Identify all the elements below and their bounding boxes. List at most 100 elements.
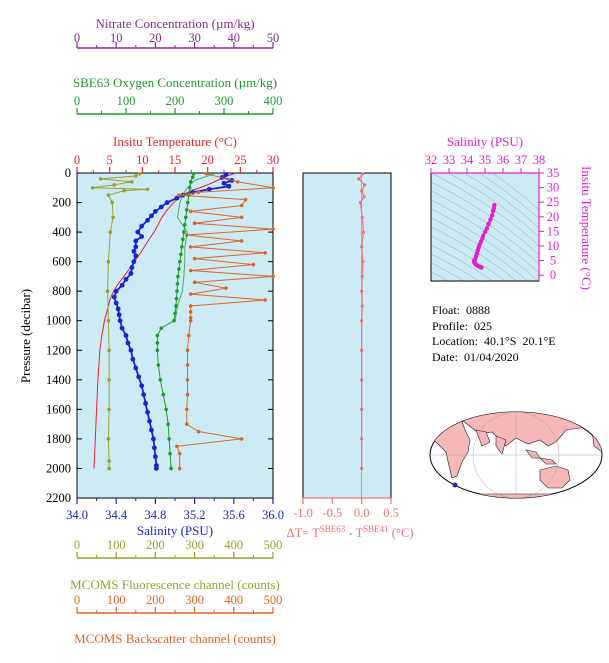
sbe63-oxygen-point bbox=[158, 378, 163, 382]
profile-panel-background bbox=[76, 172, 274, 499]
ts-temperature-tick-label: 35 bbox=[547, 166, 560, 180]
ts-temperature-tick-label: 10 bbox=[547, 239, 560, 253]
mcoms-backscatter-point bbox=[185, 378, 190, 382]
sbe63-oxygen-point bbox=[168, 451, 172, 456]
delta-t-point bbox=[360, 189, 364, 193]
pressure-tick-label: 0 bbox=[65, 166, 71, 180]
mcoms-fluorescence-point bbox=[112, 183, 117, 187]
delta-t-point bbox=[360, 378, 364, 382]
mcoms-fluorescence-point bbox=[107, 378, 111, 382]
ts-density-contour bbox=[463, 173, 539, 229]
sbe63-oxygen-point bbox=[164, 407, 168, 412]
salinity-point bbox=[206, 186, 212, 192]
mcoms-backscatter-point bbox=[239, 203, 244, 208]
world-map bbox=[429, 411, 603, 499]
pressure-tick-label: 2200 bbox=[46, 491, 71, 505]
oxygen-axis: SBE63 Oxygen Concentration (µm/kg) 0 100 2… bbox=[73, 75, 282, 115]
delta-t-panel: -1.0 -0.5 0.0 0.5 ΔT= TSBE63 - TSBE41 (°C) bbox=[287, 172, 413, 540]
pressure-axis-title: Pressure (decibar) bbox=[18, 289, 33, 383]
salinity-point bbox=[128, 347, 134, 353]
salinity-point bbox=[131, 248, 137, 254]
backscatter-tick-label: 400 bbox=[224, 593, 243, 607]
salinity-point bbox=[152, 445, 157, 451]
salinity-point bbox=[125, 340, 131, 346]
salinity-point bbox=[113, 300, 119, 306]
mcoms-backscatter-point bbox=[188, 292, 193, 296]
mcoms-fluorescence-point bbox=[106, 259, 111, 264]
mcoms-backscatter-point bbox=[271, 185, 275, 190]
ts-temperature-tick-label: 20 bbox=[547, 210, 560, 224]
delta-t-point bbox=[360, 437, 364, 441]
salinity-point bbox=[221, 180, 227, 186]
salinity-point bbox=[174, 195, 180, 201]
float-id-text: Float: 0888 bbox=[432, 303, 491, 317]
nitrate-tick-label: 20 bbox=[149, 31, 162, 45]
delta-t-point bbox=[360, 304, 364, 308]
sbe63-oxygen-point bbox=[179, 252, 183, 257]
mcoms-backscatter-point bbox=[196, 190, 201, 195]
salinity-tick-label: 34.8 bbox=[144, 508, 166, 522]
salinity-point bbox=[128, 271, 134, 276]
mcoms-fluorescence-point bbox=[130, 180, 134, 184]
delta-t-point bbox=[360, 215, 364, 219]
sbe63-oxygen-point bbox=[183, 215, 188, 220]
mcoms-backscatter-point bbox=[177, 466, 182, 471]
oxygen-tick-label: 0 bbox=[74, 94, 80, 108]
mcoms-backscatter-point bbox=[184, 422, 189, 426]
pressure-tick-label: 1200 bbox=[46, 343, 71, 357]
ts-density-contour bbox=[431, 217, 529, 281]
nitrate-axis-ticks: 0 10 20 30 40 50 bbox=[74, 31, 279, 48]
delta-t-axis-ticks: -1.0 -0.5 0.0 0.5 bbox=[293, 497, 399, 520]
mcoms-fluorescence-point bbox=[107, 407, 111, 412]
mcoms-backscatter-point bbox=[184, 407, 189, 412]
fluorescence-axis: 0 100 200 300 400 500 MCOMS Fluorescence chan… bbox=[70, 538, 282, 592]
sbe63-oxygen-point bbox=[155, 341, 160, 345]
ts-density-contour bbox=[431, 235, 506, 281]
ts-panel: Salinity (PSU) 32 33 34 35 36 37 3805101520253… bbox=[425, 134, 594, 290]
delta-t-tick-label: 0.5 bbox=[383, 506, 399, 520]
salinity-tick-label: 34.0 bbox=[66, 508, 88, 522]
fluorescence-tick-label: 400 bbox=[224, 538, 243, 552]
mcoms-fluorescence-point bbox=[105, 289, 110, 293]
salinity-point bbox=[135, 229, 141, 235]
salinity-point bbox=[133, 238, 139, 244]
mcoms-fluorescence-point bbox=[107, 348, 111, 353]
temperature-tick-label: 10 bbox=[136, 153, 149, 167]
delta-t-panel-background bbox=[302, 172, 392, 499]
delta-t-tick-label: -1.0 bbox=[293, 506, 313, 520]
ts-salinity-tick-label: 38 bbox=[533, 153, 546, 167]
salinity-tick-label: 35.2 bbox=[184, 508, 206, 522]
ts-profile-point bbox=[482, 229, 488, 235]
mcoms-fluorescence-point bbox=[145, 187, 150, 192]
nitrate-tick-label: 40 bbox=[228, 31, 241, 45]
mcoms-backscatter-point bbox=[188, 268, 193, 273]
salinity-point bbox=[139, 383, 145, 389]
delta-t-point bbox=[357, 177, 361, 181]
ts-profile-point bbox=[490, 208, 496, 214]
temperature-tick-label: 30 bbox=[267, 153, 280, 167]
ts-profile-point bbox=[479, 265, 484, 270]
delta-t-point bbox=[362, 195, 366, 199]
salinity-point bbox=[147, 418, 152, 424]
mcoms-fluorescence-point bbox=[134, 174, 138, 178]
mcoms-fluorescence-point bbox=[110, 200, 115, 205]
ts-density-contour bbox=[431, 173, 539, 247]
pressure-tick-label: 200 bbox=[52, 196, 71, 210]
salinity-point bbox=[149, 213, 154, 219]
mcoms-backscatter-point bbox=[263, 250, 267, 255]
mcoms-backscatter-point bbox=[185, 348, 190, 353]
ts-temperature-tick-label: 5 bbox=[550, 254, 556, 268]
salinity-point bbox=[130, 356, 136, 362]
salinity-point bbox=[151, 436, 156, 442]
sbe63-oxygen-point bbox=[181, 237, 185, 242]
delta-t-point bbox=[358, 200, 363, 205]
ts-salinity-tick-label: 34 bbox=[461, 153, 474, 167]
ts-series-group bbox=[472, 202, 497, 270]
mcoms-backscatter-point bbox=[185, 363, 190, 367]
delta-t-point bbox=[360, 319, 364, 323]
insitu-temperature-line bbox=[93, 173, 234, 469]
sbe63-oxygen-raw-line bbox=[174, 173, 215, 321]
ts-profile-point bbox=[486, 221, 491, 227]
ts-density-contour bbox=[431, 244, 494, 281]
sbe63-oxygen-point bbox=[175, 289, 179, 293]
